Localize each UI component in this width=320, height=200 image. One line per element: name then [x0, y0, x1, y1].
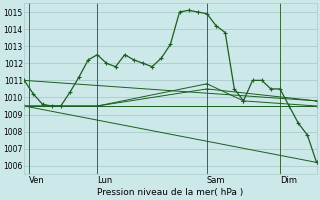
- X-axis label: Pression niveau de la mer( hPa ): Pression niveau de la mer( hPa ): [97, 188, 244, 197]
